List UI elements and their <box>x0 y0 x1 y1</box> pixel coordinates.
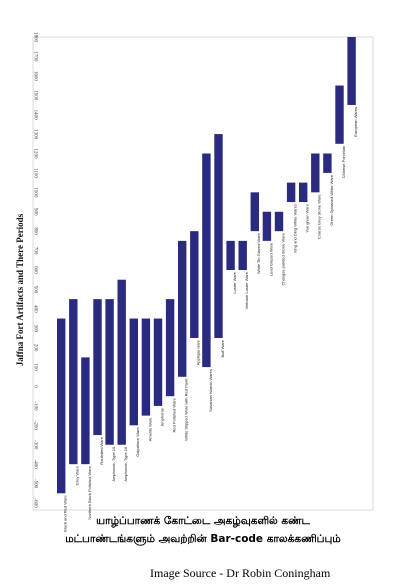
bar <box>69 299 78 465</box>
y-tick-label: -200 <box>33 421 38 431</box>
bar <box>178 240 187 377</box>
bar-label: Yue green Ware <box>305 203 310 233</box>
bar <box>323 153 332 173</box>
y-tick-label: 100 <box>33 363 38 371</box>
y-tick-label: 1400 <box>33 110 38 121</box>
bar-label: European Wares <box>353 107 358 137</box>
bar <box>105 299 114 445</box>
bar <box>286 182 296 203</box>
image-source: Image Source - Dr Robin Coningham <box>150 566 331 580</box>
bar <box>347 37 356 105</box>
y-tick-label: 800 <box>33 227 38 235</box>
bar-label: Grey Ware <box>75 465 80 485</box>
bar-label: Black and Red Ware <box>63 495 68 532</box>
bar <box>141 318 151 416</box>
bar <box>226 240 235 270</box>
bar <box>335 85 344 144</box>
y-tick-label: -400 <box>33 460 38 470</box>
y-axis-ticks: -600 -500 -400 -300 -200 -100 0 100 200 300 400 500… <box>33 32 38 508</box>
y-tick-label: 600 <box>33 266 38 274</box>
bar <box>129 318 138 426</box>
y-tick-label: 900 <box>33 208 38 216</box>
bar-label: Xing and Ding White Wares <box>293 204 298 253</box>
y-tick-label: 200 <box>33 344 38 352</box>
y-tick-label: 1300 <box>33 129 38 140</box>
y-tick-label: 1200 <box>33 149 38 160</box>
bar <box>299 182 308 203</box>
bar-label: Red Polished Ware <box>172 397 177 432</box>
bar-label: Changsa painted Stone Ware <box>280 232 285 285</box>
bar-label: Buff Ware <box>220 339 225 357</box>
y-tick-label: -100 <box>33 401 38 411</box>
bars <box>57 37 356 494</box>
bar <box>117 279 126 445</box>
bar <box>153 318 163 406</box>
caption-line-1: யாழ்ப்பாணக் கோட்டை அகழ்வுகளில் கண்ட <box>96 515 310 527</box>
bar-label: Coarse Grey Stone Ware <box>317 194 322 240</box>
bar-label: Northern Black Polished Ware <box>87 465 92 519</box>
bar <box>311 153 320 193</box>
bar-label: Green Splashed White Ware <box>329 174 334 226</box>
caption-line-2: மட்பாண்டங்களும் அவற்றின் Bar-code காலக்க… <box>65 533 341 545</box>
bar-label: Vietnam Lustre Ware <box>244 271 249 309</box>
bar-label: Chinese Porcelain <box>341 146 346 178</box>
bar <box>202 153 211 368</box>
bar <box>81 357 90 465</box>
bar <box>238 240 247 270</box>
bar-label: White Slipped Ware with Red Paint <box>184 378 189 441</box>
y-tick-label: 1100 <box>33 168 38 178</box>
bar-label: White Tin Glazed Ware <box>256 232 261 274</box>
bar <box>93 299 102 436</box>
bar <box>57 318 66 494</box>
bar-label: Applique ware <box>196 339 201 365</box>
y-tick-label: 1000 <box>33 187 38 198</box>
y-tick-label: 300 <box>33 325 38 333</box>
bar <box>165 299 175 397</box>
bar-labels: Black and Red Ware Grey Ware Northern Blac… <box>63 107 358 532</box>
y-tick-label: 500 <box>33 286 38 294</box>
y-tick-label: -300 <box>33 440 38 450</box>
y-tick-label: 0 <box>33 385 38 388</box>
bar-label: Amphorae, Type 10 <box>111 446 116 482</box>
y-tick-label: -600 <box>33 498 38 508</box>
bar <box>262 211 272 241</box>
bar-label: Luster Ware <box>232 271 237 293</box>
chart-title: Jaffna Fort Artifacts and There Periods <box>15 213 25 366</box>
y-tick-label: 1800 <box>33 32 38 43</box>
y-tick-label: -500 <box>33 479 38 489</box>
bar-label: Lead Glazed Ware <box>268 242 273 276</box>
y-tick-label: 700 <box>33 247 38 255</box>
bar <box>190 231 199 338</box>
bar-label: Amphorae <box>159 407 164 426</box>
bar-label: Rouletted Ware <box>99 436 104 464</box>
y-tick-label: 400 <box>33 305 38 313</box>
y-tick-label: 1600 <box>33 71 38 82</box>
bar-label: Ostpaliace Ware <box>135 427 140 457</box>
y-tick-label: 1700 <box>33 51 38 62</box>
y-tick-label: 1500 <box>33 90 38 101</box>
bar-label: Amellia Ware <box>147 417 152 441</box>
bar-label: Amphorae, Type 16 <box>123 446 128 482</box>
bar <box>250 192 259 232</box>
bar <box>214 134 223 338</box>
bar-label: Sasanian Islamic Wares <box>208 369 213 412</box>
bar <box>274 211 284 232</box>
